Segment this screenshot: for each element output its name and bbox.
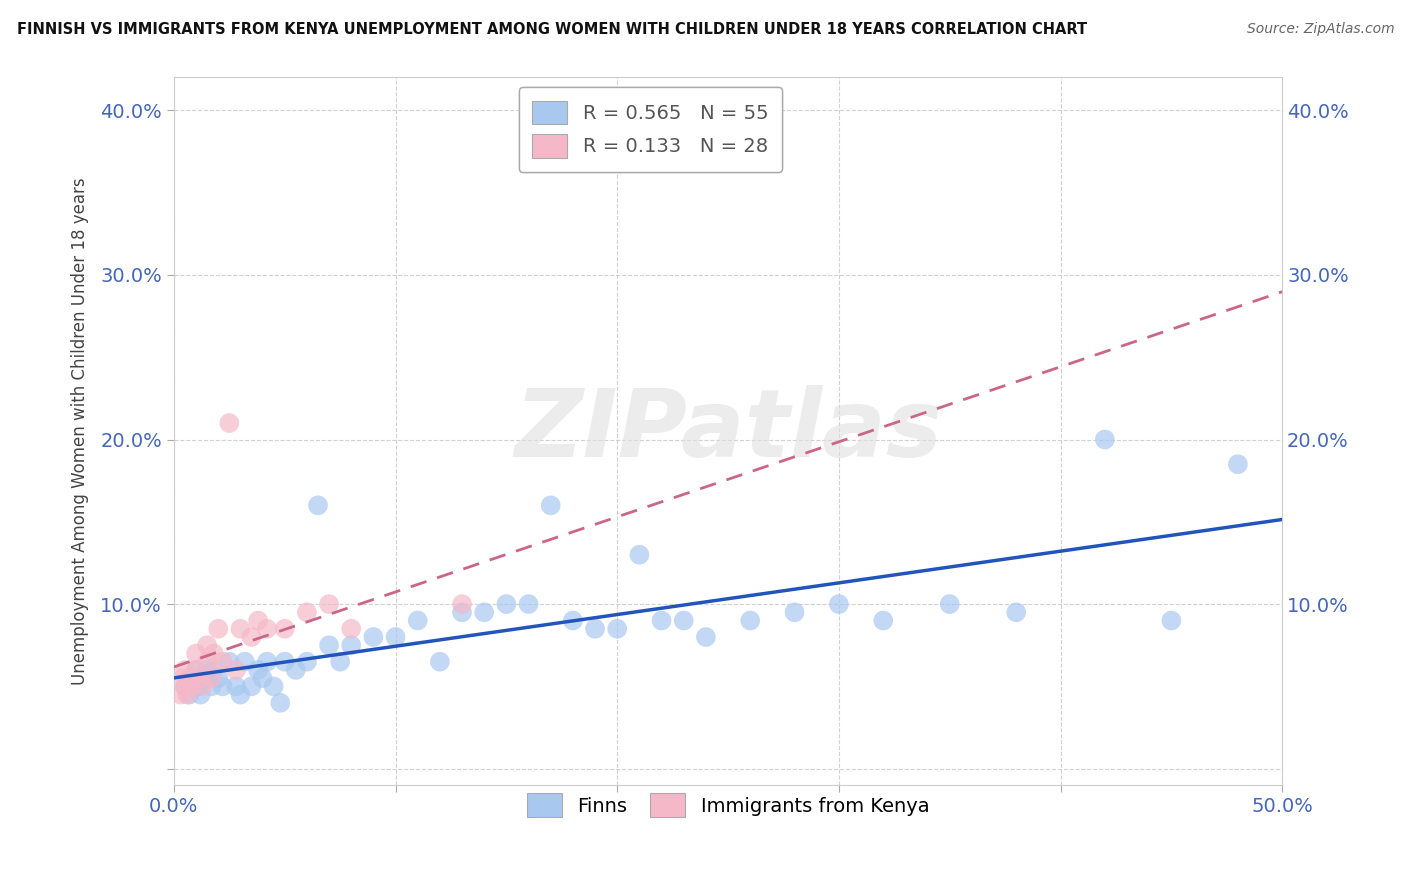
Point [307,499,329,513]
Point [174,679,197,693]
Point [169,688,191,702]
Point [211,679,233,693]
Point [252,671,274,685]
Text: FINNISH VS IMMIGRANTS FROM KENYA UNEMPLOYMENT AMONG WOMEN WITH CHILDREN UNDER 18: FINNISH VS IMMIGRANTS FROM KENYA UNEMPLO… [17,22,1087,37]
Text: Source: ZipAtlas.com: Source: ZipAtlas.com [1247,22,1395,37]
Point [363,630,385,644]
Point [828,597,851,611]
Point [340,638,363,652]
Point [695,630,717,644]
Point [247,663,270,677]
Point [200,679,222,693]
Point [451,605,474,619]
Point [229,688,252,702]
Point [583,622,606,636]
Point [495,597,517,611]
Point [202,647,225,661]
Point [225,663,247,677]
Point [183,679,205,693]
Point [195,663,218,677]
Point [180,671,202,685]
Point [190,688,212,702]
Point [225,679,247,693]
Point [406,614,429,628]
Point [195,655,218,669]
Point [190,671,212,685]
Point [540,499,562,513]
Point [295,605,318,619]
Point [240,630,263,644]
Point [184,663,207,677]
Point [240,679,263,693]
Point [195,638,218,652]
Point [184,663,207,677]
Point [1160,614,1182,628]
Point [233,655,256,669]
Point [269,696,291,710]
Point [872,614,894,628]
Point [211,655,233,669]
Point [256,622,278,636]
Point [191,679,214,693]
Text: ZIPatlas: ZIPatlas [515,385,942,477]
Point [174,663,197,677]
Y-axis label: Unemployment Among Women with Children Under 18 years: Unemployment Among Women with Children U… [72,178,89,685]
Point [1094,433,1116,447]
Point [284,663,307,677]
Point [263,679,285,693]
Point [384,630,406,644]
Point [318,638,340,652]
Point [318,597,340,611]
Point [195,671,218,685]
Point [295,655,318,669]
Point [256,655,278,669]
Point [172,671,194,685]
Point [783,605,806,619]
Point [561,614,583,628]
Point [274,622,297,636]
Point [218,655,240,669]
Point [451,597,474,611]
Point [340,622,363,636]
Point [179,671,201,685]
Point [247,614,270,628]
Point [184,647,207,661]
Point [176,688,198,702]
Point [672,614,695,628]
Point [274,655,297,669]
Point [207,671,229,685]
Point [229,622,252,636]
Point [472,605,495,619]
Point [1226,457,1249,471]
Legend: Finns, Immigrants from Kenya: Finns, Immigrants from Kenya [519,786,938,825]
Point [1005,605,1028,619]
Point [938,597,960,611]
Point [207,622,229,636]
Point [429,655,451,669]
Point [218,416,240,430]
Point [179,688,201,702]
Point [740,614,762,628]
Point [200,671,222,685]
Point [202,663,225,677]
Point [180,679,202,693]
Point [628,548,651,562]
Point [329,655,352,669]
Point [651,614,673,628]
Point [517,597,540,611]
Point [606,622,628,636]
Point [174,679,197,693]
Point [187,679,209,693]
